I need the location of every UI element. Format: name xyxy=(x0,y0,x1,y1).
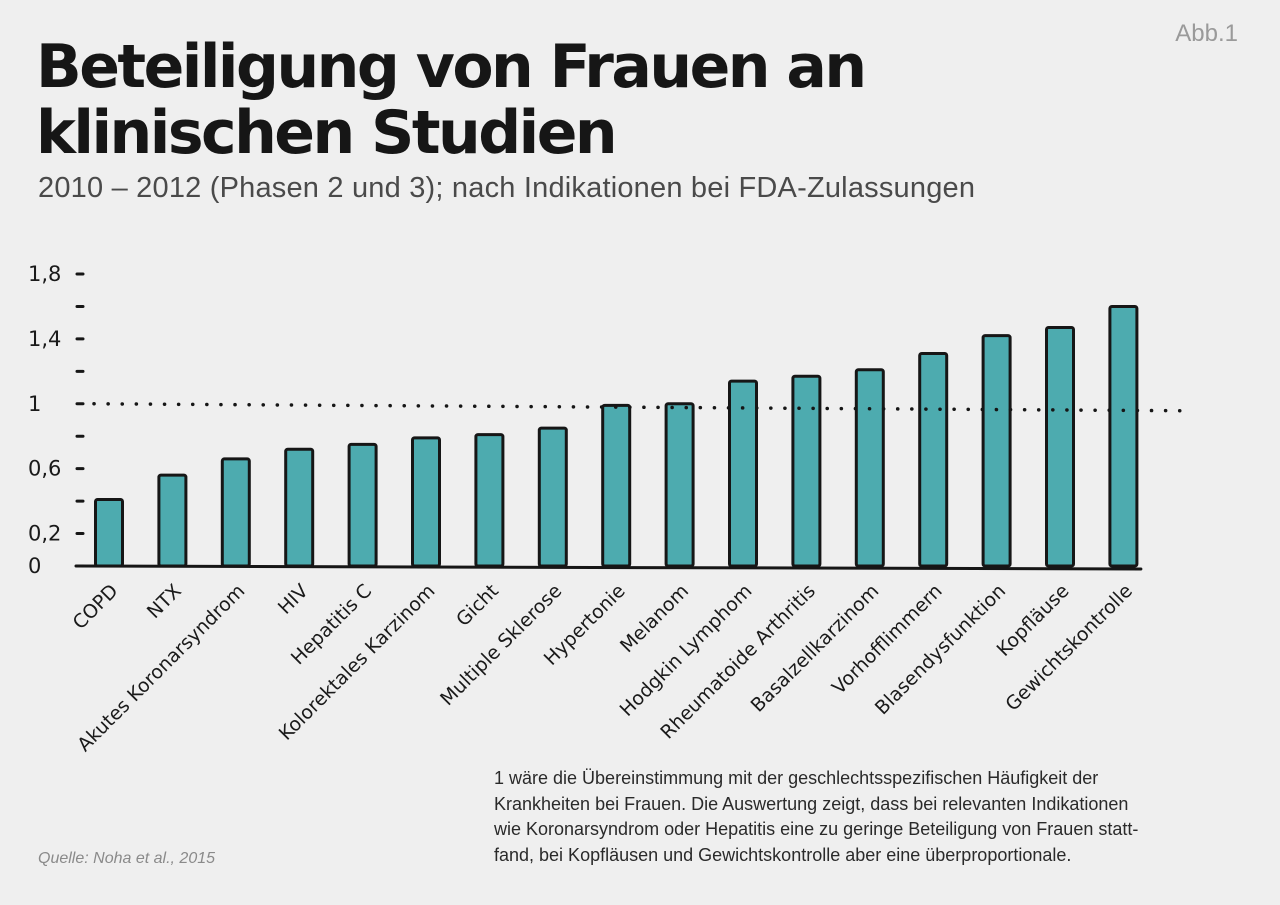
y-tick-label: 0,2 xyxy=(28,522,61,546)
reference-line xyxy=(92,402,1188,413)
x-tick-label: HIV xyxy=(274,580,313,619)
bar xyxy=(791,374,822,568)
bar xyxy=(220,457,251,568)
x-axis-baseline xyxy=(74,564,1143,571)
bar xyxy=(728,379,758,568)
bar xyxy=(664,402,695,568)
bar xyxy=(1108,304,1139,568)
bar xyxy=(284,447,315,568)
y-tick-label: 1,4 xyxy=(28,327,61,351)
figure-label: Abb.1 xyxy=(1175,20,1238,47)
x-tick-label: Gicht xyxy=(452,580,503,631)
footnote: 1 wäre die Übereinstimmung mit der gesch… xyxy=(494,766,1254,868)
y-tick-label: 1 xyxy=(28,392,41,416)
bar xyxy=(347,442,378,568)
x-tick-label: Vorhofflimmern xyxy=(828,580,947,699)
chart-title-line-2: klinischen Studien xyxy=(36,98,618,168)
bar xyxy=(918,351,949,568)
y-tick-label: 0 xyxy=(28,554,41,578)
footnote-line-3: wie Koronarsyndrom oder Hepatitis eine z… xyxy=(494,819,1139,839)
chart-title-line-1: Beteiligung von Frauen an xyxy=(36,32,867,102)
chart-subtitle: 2010 – 2012 (Phasen 2 und 3); nach Indik… xyxy=(38,172,976,204)
chart-title: Beteiligung von Frauen an klinischen Stu… xyxy=(36,32,867,168)
y-tick-label: 1,8 xyxy=(28,262,61,286)
bar xyxy=(474,433,505,568)
bar xyxy=(854,368,885,568)
x-tick-label: NTX xyxy=(143,580,186,623)
bar xyxy=(157,473,188,568)
bar xyxy=(94,497,124,568)
bar xyxy=(537,426,568,568)
x-tick-label: Gewichtskontrolle xyxy=(1001,580,1137,716)
bar xyxy=(411,436,441,568)
x-tick-label: Multiple Sklerose xyxy=(436,580,566,710)
bar xyxy=(1045,326,1075,568)
bar xyxy=(601,403,632,568)
x-tick-label: COPD xyxy=(69,580,123,634)
y-tick-label: 0,6 xyxy=(28,457,61,481)
footnote-line-2: Krankheiten bei Frauen. Die Auswertung z… xyxy=(494,793,1129,814)
bar xyxy=(981,334,1012,568)
footnote-line-1: 1 wäre die Übereinstimmung mit der gesch… xyxy=(494,768,1099,788)
footnote-line-4: fand, bei Kopfläusen und Gewichtskontrol… xyxy=(494,844,1072,865)
source-note: Quelle: Noha et al., 2015 xyxy=(38,850,216,867)
